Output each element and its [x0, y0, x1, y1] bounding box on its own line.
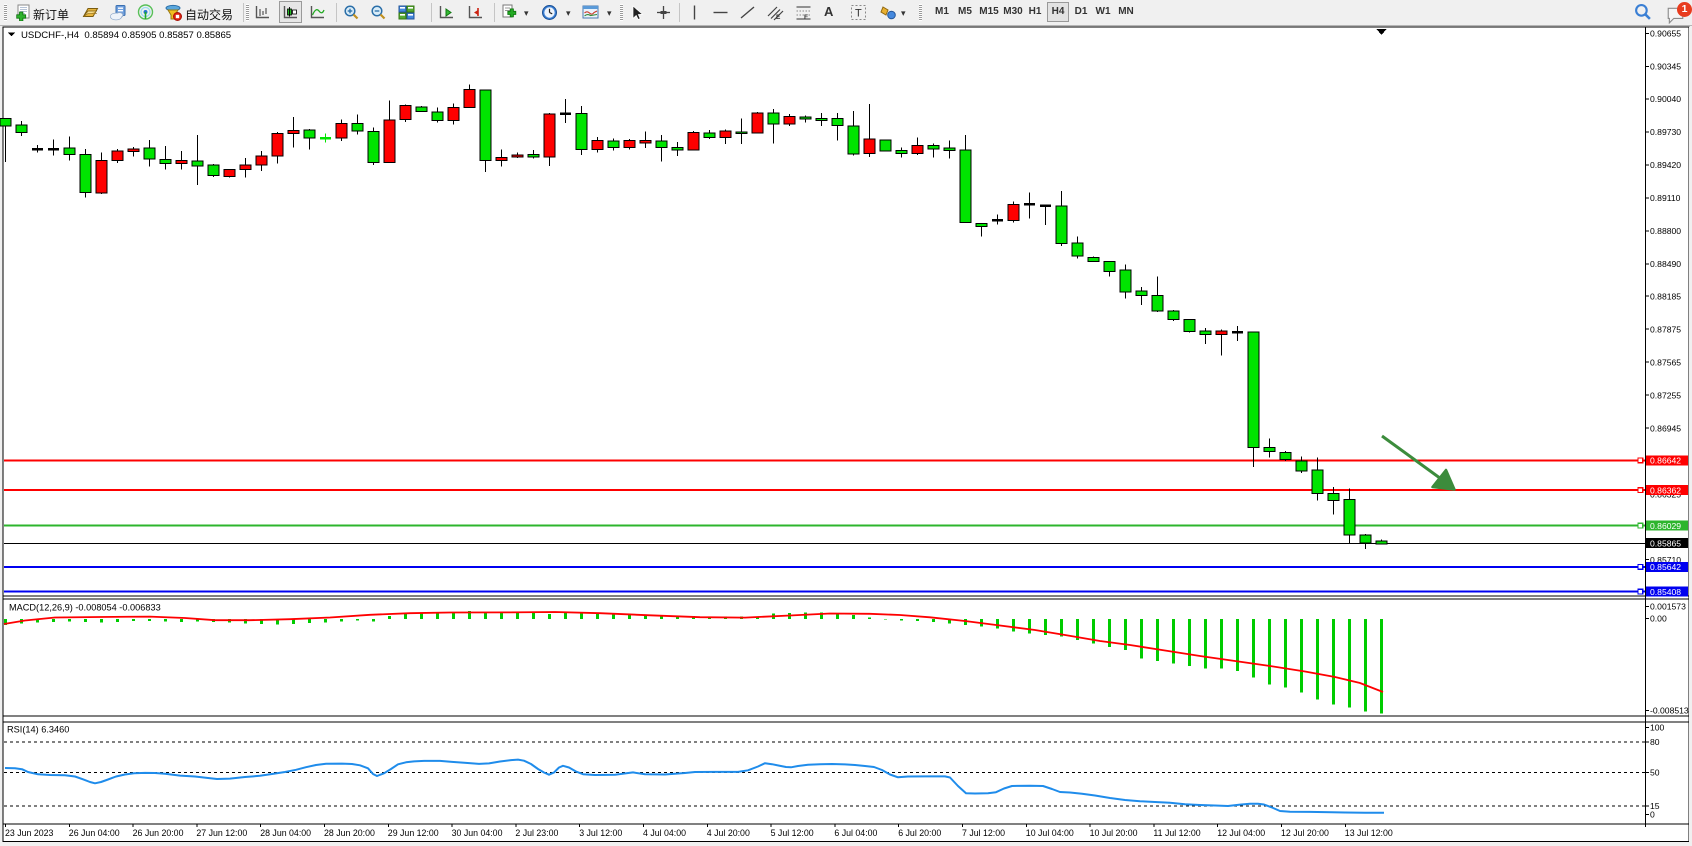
svg-text:0.89420: 0.89420: [1650, 160, 1681, 170]
svg-text:11 Jul 12:00: 11 Jul 12:00: [1153, 828, 1200, 838]
svg-text:USDCHF-,H4 0.85894 0.85905 0.: USDCHF-,H4 0.85894 0.85905 0.85857 0.858…: [21, 30, 231, 41]
svg-text:0.88185: 0.88185: [1650, 291, 1681, 301]
svg-text:80: 80: [1650, 737, 1660, 747]
svg-text:15: 15: [1650, 801, 1660, 811]
svg-text:6 Jul 04:00: 6 Jul 04:00: [834, 828, 877, 838]
svg-text:12 Jul 20:00: 12 Jul 20:00: [1281, 828, 1329, 838]
svg-text:-0.008513: -0.008513: [1650, 706, 1689, 716]
svg-text:0.85408: 0.85408: [1650, 587, 1681, 597]
svg-text:0.86642: 0.86642: [1650, 456, 1681, 466]
svg-text:28 Jun 20:00: 28 Jun 20:00: [324, 828, 375, 838]
svg-text:29 Jun 12:00: 29 Jun 12:00: [388, 828, 439, 838]
svg-text:0.88490: 0.88490: [1650, 259, 1681, 269]
svg-text:6 Jul 20:00: 6 Jul 20:00: [898, 828, 941, 838]
svg-text:0.88800: 0.88800: [1650, 226, 1681, 236]
svg-text:0.89110: 0.89110: [1650, 193, 1681, 203]
svg-text:10 Jul 04:00: 10 Jul 04:00: [1026, 828, 1074, 838]
svg-text:0.86029: 0.86029: [1650, 521, 1681, 531]
svg-text:7 Jul 12:00: 7 Jul 12:00: [962, 828, 1005, 838]
svg-text:0.90040: 0.90040: [1650, 94, 1681, 104]
svg-text:4 Jul 20:00: 4 Jul 20:00: [707, 828, 750, 838]
svg-text:2 Jul 23:00: 2 Jul 23:00: [515, 828, 558, 838]
svg-text:10 Jul 20:00: 10 Jul 20:00: [1090, 828, 1138, 838]
svg-text:0.86945: 0.86945: [1650, 423, 1681, 433]
svg-text:26 Jun 20:00: 26 Jun 20:00: [133, 828, 184, 838]
svg-text:27 Jun 12:00: 27 Jun 12:00: [196, 828, 247, 838]
svg-text:4 Jul 04:00: 4 Jul 04:00: [643, 828, 686, 838]
svg-text:0.87875: 0.87875: [1650, 324, 1681, 334]
svg-text:RSI(14) 6.3460: RSI(14) 6.3460: [7, 725, 69, 735]
svg-text:26 Jun 04:00: 26 Jun 04:00: [69, 828, 120, 838]
svg-text:0.90655: 0.90655: [1650, 29, 1681, 39]
svg-text:50: 50: [1650, 768, 1660, 778]
svg-text:0.85642: 0.85642: [1650, 562, 1681, 572]
svg-text:30 Jun 04:00: 30 Jun 04:00: [452, 828, 503, 838]
svg-text:23 Jun 2023: 23 Jun 2023: [5, 828, 54, 838]
svg-text:T: T: [855, 8, 862, 20]
svg-text:13 Jul 12:00: 13 Jul 12:00: [1345, 828, 1393, 838]
svg-text:0.001573: 0.001573: [1650, 602, 1686, 612]
svg-text:0.89730: 0.89730: [1650, 127, 1681, 137]
svg-text:0.87565: 0.87565: [1650, 357, 1681, 367]
svg-text:0.90345: 0.90345: [1650, 62, 1681, 72]
svg-text:0.87255: 0.87255: [1650, 390, 1681, 400]
svg-text:0.00: 0.00: [1650, 614, 1667, 624]
svg-text:0: 0: [1650, 810, 1655, 820]
svg-text:0.85710: 0.85710: [1650, 555, 1681, 565]
svg-text:12 Jul 04:00: 12 Jul 04:00: [1217, 828, 1265, 838]
svg-text:28 Jun 04:00: 28 Jun 04:00: [260, 828, 311, 838]
svg-text:0.86362: 0.86362: [1650, 485, 1681, 495]
svg-text:3 Jul 12:00: 3 Jul 12:00: [579, 828, 622, 838]
svg-text:0.85865: 0.85865: [1650, 538, 1681, 548]
svg-text:100: 100: [1650, 723, 1665, 733]
svg-text:5 Jul 12:00: 5 Jul 12:00: [771, 828, 814, 838]
svg-text:MACD(12,26,9) -0.008054 -0.006: MACD(12,26,9) -0.008054 -0.006833: [9, 603, 161, 613]
